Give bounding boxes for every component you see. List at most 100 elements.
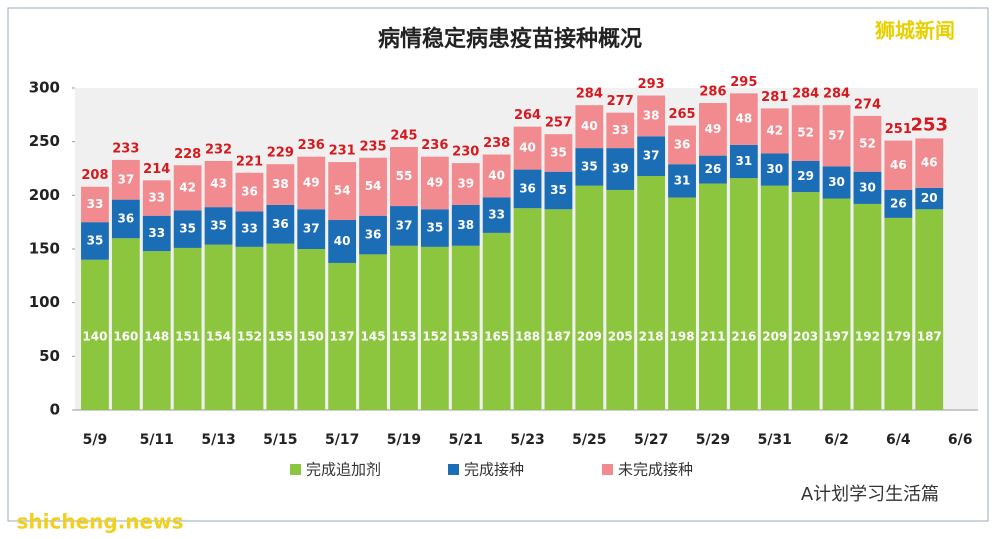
value-label: 151 — [175, 330, 200, 344]
bar-segment — [451, 163, 480, 205]
value-label: 35 — [179, 222, 196, 236]
bar-segment — [359, 254, 387, 410]
x-tick-label: 5/17 — [325, 432, 359, 448]
value-label: 42 — [179, 180, 196, 194]
value-label: 198 — [670, 330, 695, 344]
x-tick-label: 5/27 — [634, 432, 668, 448]
x-tick-label: 5/29 — [696, 432, 730, 448]
bar-segment — [544, 171, 573, 210]
value-label: 39 — [612, 162, 629, 176]
total-label: 236 — [421, 138, 448, 153]
bar-segment — [420, 209, 449, 247]
value-label: 36 — [117, 211, 134, 225]
bar-segment — [390, 245, 418, 410]
bar-segment — [451, 204, 480, 246]
bar-segment — [420, 156, 449, 210]
value-label: 33 — [148, 226, 165, 240]
bar-segment — [544, 134, 573, 172]
value-label: 38 — [457, 218, 474, 232]
bar-segment — [328, 162, 357, 221]
total-label: 228 — [174, 147, 201, 162]
bar-segment — [637, 176, 666, 410]
value-label: 49 — [705, 122, 722, 136]
value-label: 26 — [705, 162, 722, 176]
bar-segment — [266, 243, 295, 410]
bar-segment — [668, 197, 696, 410]
value-label: 20 — [921, 191, 938, 205]
y-tick-label: 300 — [29, 79, 60, 97]
bar-segment — [513, 126, 542, 170]
bar-segment — [328, 262, 357, 410]
total-label: 274 — [854, 97, 881, 112]
value-label: 31 — [735, 154, 752, 168]
value-label: 187 — [917, 330, 942, 344]
bar-segment — [451, 245, 480, 410]
bar-segment — [729, 144, 758, 179]
value-label: 37 — [396, 218, 413, 232]
bar-segment — [513, 169, 542, 209]
value-label: 33 — [241, 222, 258, 236]
watermark: 狮城新闻 — [875, 19, 955, 43]
total-label: 238 — [483, 136, 510, 151]
total-label: 235 — [359, 139, 386, 154]
legend-label: 完成追加剂 — [306, 461, 381, 479]
value-label: 148 — [144, 330, 169, 344]
bar-segment — [699, 183, 727, 410]
bar-segment — [235, 172, 264, 212]
bar-segment — [606, 112, 635, 149]
value-label: 37 — [117, 172, 134, 186]
total-label: 284 — [792, 87, 819, 102]
value-label: 35 — [426, 221, 443, 235]
bar-segment — [513, 208, 542, 410]
value-label: 211 — [700, 330, 725, 344]
total-label: 253 — [910, 114, 948, 135]
value-label: 40 — [581, 119, 598, 133]
bar-segment — [760, 153, 789, 186]
value-label: 153 — [453, 330, 478, 344]
bar-segment — [729, 178, 758, 410]
value-label: 36 — [272, 217, 289, 231]
bar-segment — [915, 138, 944, 188]
total-label: 233 — [112, 141, 139, 156]
bar-segment — [915, 187, 944, 210]
bar-segment — [575, 105, 604, 149]
total-label: 293 — [638, 77, 665, 92]
value-label: 153 — [391, 330, 416, 344]
y-tick-label: 250 — [29, 132, 60, 150]
bar-segment — [482, 154, 511, 198]
value-label: 48 — [735, 112, 752, 126]
bar-segment — [853, 171, 882, 204]
x-tick-label: 5/9 — [83, 432, 108, 448]
value-label: 54 — [365, 179, 382, 193]
bar-segment — [266, 164, 295, 205]
value-label: 49 — [303, 175, 320, 189]
value-label: 39 — [457, 177, 474, 191]
bar-segment — [390, 147, 418, 207]
value-label: 40 — [334, 234, 351, 248]
x-tick-label: 5/25 — [572, 432, 606, 448]
x-tick-label: 5/19 — [387, 432, 421, 448]
value-label: 49 — [426, 175, 443, 189]
bar-segment — [297, 249, 326, 410]
bar-segment — [204, 160, 233, 208]
bar-segment — [822, 198, 851, 410]
bar-segment — [482, 197, 511, 233]
value-label: 36 — [365, 228, 382, 242]
value-label: 218 — [639, 330, 664, 344]
bar-segment — [297, 156, 326, 210]
bar-segment — [760, 108, 789, 154]
legend-swatch — [448, 464, 459, 475]
total-label: 284 — [576, 87, 603, 102]
value-label: 150 — [299, 330, 324, 344]
bar-segment — [884, 217, 913, 410]
bar-segment — [791, 192, 820, 410]
value-label: 37 — [643, 149, 660, 163]
value-label: 43 — [210, 177, 227, 191]
value-label: 165 — [484, 330, 509, 344]
bar-segment — [390, 206, 418, 246]
bar-segment — [142, 251, 171, 410]
total-label: 286 — [699, 85, 726, 100]
value-label: 160 — [113, 330, 138, 344]
legend-swatch — [290, 464, 301, 475]
x-tick-label: 6/2 — [824, 432, 849, 448]
